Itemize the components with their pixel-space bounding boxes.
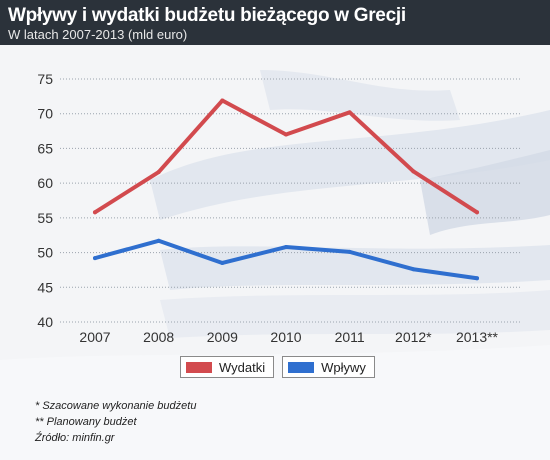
line-chart: 40 45 50 55 60 65 70 75 2007 2008 2009 2010 2011 2012… — [37, 71, 520, 345]
footnote-planned: ** Planowany budżet — [35, 416, 137, 428]
data-point-wplywy — [156, 238, 161, 243]
data-point-wydatki — [93, 210, 97, 215]
x-tick-label: 2007 — [79, 329, 110, 345]
source-note: Źródło: minfin.gr — [35, 432, 115, 444]
legend-item-wplywy: Wpływy — [282, 356, 375, 378]
x-tick-label: 2012* — [395, 329, 432, 345]
data-point-wydatki — [411, 169, 416, 174]
x-tick-label: 2013** — [456, 329, 499, 345]
data-point-wplywy — [220, 260, 225, 265]
y-tick-label: 55 — [37, 210, 53, 226]
data-point-wplywy — [411, 267, 416, 272]
x-tick-label: 2009 — [207, 329, 238, 345]
y-tick-label: 40 — [37, 314, 53, 330]
y-tick-label: 60 — [37, 175, 53, 191]
data-point-wplywy — [475, 276, 479, 281]
data-point-wplywy — [93, 256, 97, 261]
legend-label-wplywy: Wpływy — [321, 359, 366, 375]
legend-swatch-wydatki — [186, 361, 212, 373]
data-point-wydatki — [284, 132, 288, 137]
legend-label-wydatki: Wydatki — [219, 359, 266, 375]
data-point-wplywy — [284, 245, 288, 250]
header-bar: Wpływy i wydatki budżetu bieżącego w Gre… — [0, 0, 550, 45]
data-point-wydatki — [220, 98, 225, 103]
y-tick-label: 45 — [37, 279, 53, 295]
y-tick-label: 75 — [37, 71, 53, 87]
data-point-wydatki — [156, 170, 161, 175]
chart-subtitle: W latach 2007-2013 (mld euro) — [8, 27, 188, 42]
y-tick-label: 70 — [37, 106, 53, 122]
y-tick-label: 50 — [37, 245, 53, 261]
grid-layer — [60, 78, 520, 323]
y-tick-label: 65 — [37, 140, 53, 156]
footnotes: * Szacowane wykonanie budżetu ** Planowa… — [35, 398, 196, 446]
x-tick-label: 2011 — [335, 329, 365, 345]
footnote-estimated: * Szacowane wykonanie budżetu — [35, 400, 197, 412]
legend-swatch-wplywy — [288, 361, 315, 373]
x-tick-label: 2010 — [270, 329, 301, 345]
data-point-wydatki — [347, 110, 352, 115]
legend: Wydatki Wpływy — [180, 356, 375, 378]
data-point-wplywy — [347, 249, 352, 254]
chart-title: Wpływy i wydatki budżetu bieżącego w Gre… — [8, 5, 406, 26]
legend-item-wydatki: Wydatki — [180, 356, 275, 378]
data-point-wydatki — [475, 210, 479, 215]
series-layer — [93, 98, 479, 281]
label-layer: 40 45 50 55 60 65 70 75 2007 2008 2009 2010 2011 2012… — [37, 71, 498, 345]
series-line-wydatki — [93, 98, 479, 215]
x-tick-label: 2008 — [143, 329, 174, 345]
